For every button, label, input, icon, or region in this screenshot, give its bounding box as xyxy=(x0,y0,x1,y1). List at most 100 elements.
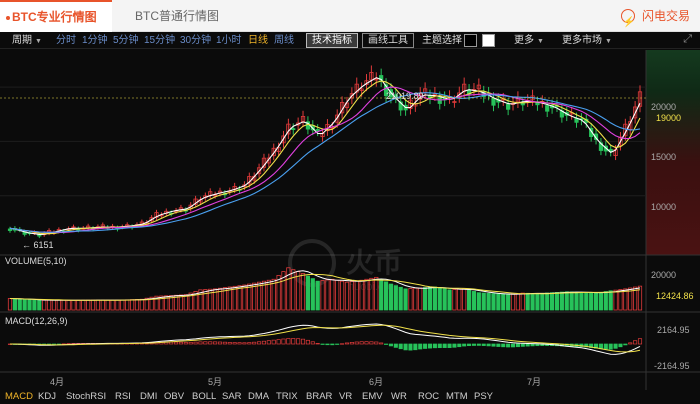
indicator-rsi[interactable]: RSI xyxy=(115,391,131,402)
macd-histogram-bar xyxy=(481,343,486,346)
interval-1hour[interactable]: 1小时 xyxy=(216,35,242,46)
indicator-brar[interactable]: BRAR xyxy=(306,391,333,402)
volume-bar xyxy=(12,298,17,311)
candle-body xyxy=(520,103,525,106)
macd-histogram-bar xyxy=(344,342,350,345)
theme-light-swatch[interactable] xyxy=(482,34,495,47)
macd-histogram-bar xyxy=(247,342,252,345)
macd-histogram-bar xyxy=(193,341,198,345)
indicator-emv[interactable]: EMV xyxy=(362,391,383,402)
candle-body xyxy=(335,114,340,123)
candle-body xyxy=(315,129,320,132)
macd-histogram-bar xyxy=(174,341,179,345)
indicator-stochrsi[interactable]: StochRSI xyxy=(66,391,107,402)
candle-body xyxy=(281,135,286,144)
volume-bar xyxy=(471,291,477,311)
macd-histogram-bar xyxy=(603,343,608,350)
interval-30min[interactable]: 30分钟 xyxy=(180,35,212,46)
draw-tools-button[interactable]: 画线工具 xyxy=(362,33,414,48)
volume-bar xyxy=(506,294,511,311)
interval-daily[interactable]: 日线 xyxy=(248,35,268,46)
tab-pro-chart[interactable]: BTC专业行情图 xyxy=(0,0,112,32)
indicator-dma[interactable]: DMA xyxy=(248,391,270,402)
volume-title: VOLUME(5,10) xyxy=(5,256,67,266)
macd-histogram-bar xyxy=(340,343,345,345)
macd-histogram-bar xyxy=(369,341,374,345)
indicator-sar[interactable]: SAR xyxy=(222,391,242,402)
macd-histogram-bar xyxy=(335,343,340,345)
candle-body xyxy=(149,217,154,222)
macd-histogram-bar xyxy=(359,341,364,345)
volume-bar xyxy=(637,285,643,311)
interval-weekly[interactable]: 周线 xyxy=(274,35,294,46)
period-dropdown[interactable]: 周期 ▼ xyxy=(12,32,42,49)
volume-bar xyxy=(579,291,584,311)
tab-pro-chart-label: BTC专业行情图 xyxy=(12,10,97,24)
indicator-wr[interactable]: WR xyxy=(391,391,407,402)
kline-chart[interactable]: 火币 huobi.com VOLUME(5,10) MACD(12,26,9) … xyxy=(0,50,700,390)
tech-indicator-button[interactable]: 技术指标 xyxy=(306,33,358,48)
volume-bar xyxy=(22,299,27,311)
indicator-bar: MACD KDJ StochRSI RSI DMI OBV BOLL SAR DMA TRIX BR… xyxy=(0,390,700,404)
ma30-line xyxy=(9,92,641,233)
macd-histogram-bar xyxy=(203,341,208,345)
volume-bar xyxy=(164,295,169,311)
volume-bar xyxy=(37,299,42,311)
volume-bar xyxy=(486,292,491,311)
volume-bar xyxy=(154,295,159,311)
macd-title: MACD(12,26,9) xyxy=(5,316,68,326)
indicator-trix[interactable]: TRIX xyxy=(276,391,298,402)
volume-bar xyxy=(554,291,560,311)
macd-histogram-bar xyxy=(364,341,369,345)
indicator-mtm[interactable]: MTM xyxy=(446,391,468,402)
candle-body xyxy=(398,101,403,111)
indicator-psy[interactable]: PSY xyxy=(474,391,494,402)
active-dot xyxy=(6,16,10,20)
interval-5min[interactable]: 5分钟 xyxy=(113,35,139,46)
volume-bar xyxy=(584,292,589,311)
volume-bar xyxy=(496,293,501,311)
volume-bar xyxy=(281,271,286,311)
volume-bar xyxy=(569,291,574,311)
high-price-label: 21019.89 xyxy=(386,91,424,101)
interval-15min[interactable]: 15分钟 xyxy=(144,35,176,46)
macd-histogram-bar xyxy=(261,340,266,345)
volume-bar xyxy=(261,280,267,311)
indicator-macd[interactable]: MACD xyxy=(5,391,33,402)
interval-timeshare[interactable]: 分时 xyxy=(56,35,76,46)
chart-area[interactable]: 火币 huobi.com VOLUME(5,10) MACD(12,26,9) … xyxy=(0,50,700,390)
tab-normal-chart[interactable]: BTC普通行情图 xyxy=(135,0,219,32)
candle-body xyxy=(452,101,457,103)
expand-icon[interactable]: ⤢ xyxy=(683,33,692,45)
indicator-boll[interactable]: BOLL xyxy=(192,391,217,402)
price-tick-15000: 15000 xyxy=(651,152,676,162)
macd-histogram-bar xyxy=(584,343,589,348)
macd-tick-top: 2164.95 xyxy=(657,325,690,335)
interval-1min[interactable]: 1分钟 xyxy=(82,35,108,46)
indicator-roc[interactable]: ROC xyxy=(418,391,440,402)
macd-histogram-bar xyxy=(281,338,286,345)
candle-body xyxy=(291,128,296,131)
volume-bar xyxy=(574,291,579,311)
volume-bar xyxy=(222,287,227,311)
indicator-vr[interactable]: VR xyxy=(339,391,353,402)
theme-dark-swatch[interactable] xyxy=(464,34,477,47)
volume-bar xyxy=(349,281,354,311)
indicator-dmi[interactable]: DMI xyxy=(140,391,158,402)
volume-bar xyxy=(217,287,223,311)
volume-bar xyxy=(237,285,242,311)
volume-bar xyxy=(144,297,149,311)
more-dropdown[interactable]: 更多 ▼ xyxy=(514,32,544,49)
macd-histogram-bar xyxy=(427,343,433,349)
indicator-kdj[interactable]: KDJ xyxy=(38,391,56,402)
candle-body xyxy=(374,78,379,81)
macd-histogram-bar xyxy=(349,341,354,345)
price-axis-gradient xyxy=(646,50,700,255)
more-markets-dropdown[interactable]: 更多市场 ▼ xyxy=(562,32,612,49)
lightning-icon xyxy=(620,7,635,39)
candle-body xyxy=(213,194,218,197)
flash-trade-button[interactable]: 闪电交易 xyxy=(620,0,690,39)
indicator-obv[interactable]: OBV xyxy=(164,391,185,402)
macd-histogram-bar xyxy=(291,338,296,345)
macd-histogram-bar xyxy=(525,343,530,347)
